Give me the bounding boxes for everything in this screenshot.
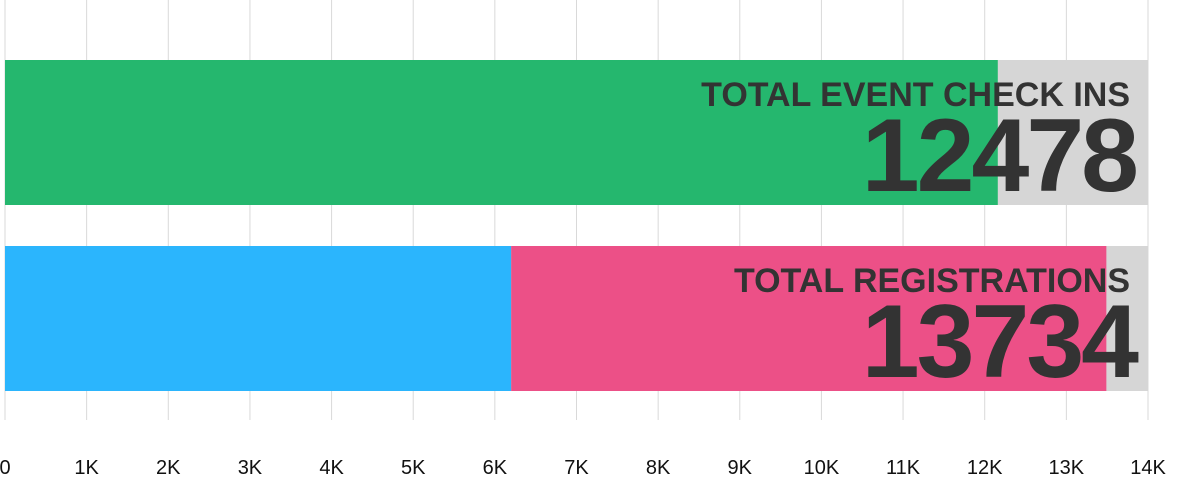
x-tick-label: 2K	[156, 457, 181, 479]
x-tick-label: 4K	[319, 457, 344, 479]
x-tick-label: 8K	[646, 457, 671, 479]
annotation-title: TOTAL EVENT CHECK INS	[701, 76, 1130, 114]
annotation-value: 13734	[862, 284, 1139, 400]
x-tick-label: 6K	[483, 457, 508, 479]
bar	[5, 60, 998, 205]
x-tick-label: 13K	[1049, 457, 1085, 479]
bar	[5, 246, 512, 391]
x-tick-label: 14K	[1130, 457, 1166, 479]
x-tick-label: 12K	[967, 457, 1003, 479]
x-tick-label: 0	[0, 457, 11, 479]
annotation-value: 12478	[862, 98, 1136, 214]
x-tick-label: 5K	[401, 457, 426, 479]
x-tick-label: 11K	[886, 457, 921, 479]
x-tick-label: 7K	[564, 457, 589, 479]
x-tick-label: 9K	[728, 457, 753, 479]
x-tick-label: 1K	[74, 457, 99, 479]
annotation-title: TOTAL REGISTRATIONS	[734, 262, 1130, 300]
x-tick-label: 10K	[804, 457, 840, 479]
bar	[511, 246, 1107, 391]
x-tick-label: 3K	[238, 457, 263, 479]
